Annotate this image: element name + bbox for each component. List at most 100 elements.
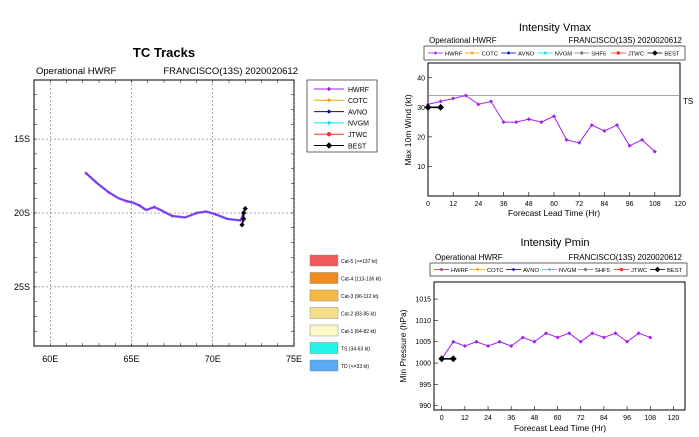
hwrf-marker <box>497 339 502 344</box>
pmin-legend-box <box>429 262 688 277</box>
legend-label-nvgm: NVGM <box>555 51 573 57</box>
nvgm-marker <box>326 120 332 126</box>
hwrf-marker <box>613 331 618 336</box>
shf5-marker <box>579 51 584 55</box>
avno-marker <box>326 109 332 114</box>
x-tick-label: 120 <box>668 415 680 422</box>
x-tick-label: 48 <box>525 201 533 208</box>
x-tick-label: 96 <box>626 201 634 208</box>
tracks-x-tick-label: 75E <box>286 354 302 364</box>
x-tick-label: 0 <box>426 201 430 208</box>
avno-marker <box>511 267 516 272</box>
x-tick-label: 36 <box>500 201 508 208</box>
legend-label-shf5: SHF5 <box>595 268 610 274</box>
x-tick-label: 60 <box>550 201 558 208</box>
hwrf-marker <box>489 99 493 104</box>
category-label: TS (34-63 kt) <box>341 347 371 353</box>
hwrf-marker <box>463 93 468 98</box>
category-label: Cat-4 (113-136 kt) <box>341 277 382 283</box>
legend-label-jtwc: JTWC <box>628 51 644 57</box>
jtwc-marker <box>326 132 332 137</box>
x-tick-label: 48 <box>531 415 539 422</box>
hwrf-marker <box>84 171 88 175</box>
tracks-subtitle-right: FRANCISCO(13S) 2020020612 <box>163 66 298 77</box>
hwrf-marker <box>625 339 630 344</box>
x-tick-label: 12 <box>449 201 457 208</box>
hwrf-marker <box>552 114 556 119</box>
best-marker <box>242 205 248 212</box>
vmax-legend-box <box>423 45 686 61</box>
hwrf-marker <box>520 335 525 340</box>
legend-label-jtwc: JTWC <box>348 132 367 139</box>
hwrf-marker <box>462 344 467 348</box>
pmin-xlabel: Forecast Lead Time (Hr) <box>514 423 606 433</box>
hwrf-marker <box>648 335 653 340</box>
legend-label-hwrf: HWRF <box>445 51 463 57</box>
pmin-title: Intensity Pmin <box>520 237 589 249</box>
hwrf-marker <box>652 149 657 154</box>
category-swatch <box>309 359 339 372</box>
x-tick-label: 96 <box>623 415 631 422</box>
hwrf-track <box>85 172 245 222</box>
vmax-ylabel: Max 10m Wind (kt) <box>403 94 413 165</box>
tracks-title: TC Tracks <box>133 45 195 60</box>
y-tick-label: 1005 <box>415 339 431 346</box>
hwrf-marker <box>326 86 332 92</box>
y-tick-label: 1015 <box>415 297 431 304</box>
hwrf-marker <box>433 51 438 55</box>
pmin-subtitle-left: Operational HWRF <box>435 253 503 262</box>
best-marker <box>325 142 333 149</box>
x-tick-label: 60 <box>554 415 562 422</box>
best-marker <box>654 266 661 273</box>
tracks-subtitle-left: Operational HWRF <box>36 66 116 77</box>
tracks-x-tick-label: 65E <box>123 354 139 364</box>
pmin-panel: Intensity Pmin Operational HWRF FRANCISC… <box>398 237 688 433</box>
hwrf-marker <box>474 339 479 344</box>
tracks-panel: TC Tracks Operational HWRF FRANCISCO(13S… <box>14 45 382 372</box>
x-tick-label: 72 <box>577 415 585 422</box>
hwrf-marker <box>532 339 537 344</box>
hwrf-marker <box>514 120 519 125</box>
category-label: Cat-5 (>=137 kt) <box>341 259 378 265</box>
hwrf-marker <box>238 218 242 222</box>
hwrf-marker <box>615 123 619 128</box>
x-tick-label: 84 <box>600 415 608 422</box>
hwrf-marker <box>439 267 444 272</box>
tracks-y-ticks: 15S 20S 25S <box>14 134 30 292</box>
hwrf-marker <box>152 205 156 209</box>
hwrf-marker <box>214 212 218 217</box>
vmax-ref-label: TS <box>683 97 693 106</box>
tracks-y-tick-label: 20S <box>14 208 30 218</box>
vmax-panel: Intensity Vmax Operational HWRF FRANCISC… <box>403 22 693 218</box>
y-tick-label: 1010 <box>415 318 431 325</box>
best-marker <box>449 355 457 363</box>
legend-label-best: BEST <box>667 268 683 274</box>
vmax-axes: 0 12 24 36 48 60 72 84 96 108 120 10 20 30 40 <box>417 75 686 208</box>
hwrf-marker <box>590 331 595 336</box>
pmin-ylabel: Min Pressure (hPa) <box>398 309 408 382</box>
tracks-y-tick-label: 25S <box>14 282 30 292</box>
jtwc-marker <box>616 51 621 55</box>
vmax-xlabel: Forecast Lead Time (Hr) <box>508 208 600 218</box>
hwrf-marker <box>539 120 544 125</box>
category-swatch <box>309 342 339 354</box>
hwrf-marker <box>170 214 174 218</box>
hwrf-marker <box>438 99 443 104</box>
hwrf-marker <box>627 143 632 148</box>
x-tick-label: 120 <box>674 201 686 208</box>
hwrf-marker <box>543 331 548 336</box>
x-tick-label: 108 <box>644 415 656 422</box>
x-tick-label: 0 <box>440 415 444 422</box>
category-label: Cat-1 (64-82 kt) <box>341 329 376 335</box>
legend-label-nvgm: NVGM <box>559 268 577 274</box>
hwrf-marker <box>589 123 594 128</box>
vmax-series <box>424 93 657 154</box>
y-tick-label: 990 <box>419 403 431 410</box>
tracks-x-tick-label: 70E <box>205 354 221 364</box>
category-swatch <box>309 289 339 302</box>
pmin-series <box>438 331 653 363</box>
category-swatch <box>309 254 339 267</box>
hwrf-marker <box>578 339 583 344</box>
tracks-y-tick-label: 15S <box>14 134 30 144</box>
